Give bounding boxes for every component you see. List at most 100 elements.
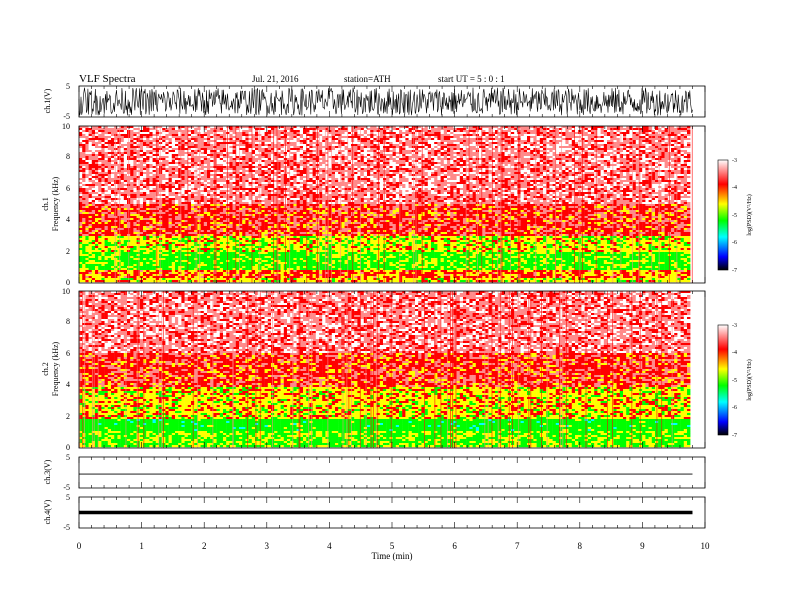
spectrogram-cell — [210, 152, 214, 155]
spectrogram-cell — [271, 166, 275, 169]
spectrogram-cell — [658, 172, 662, 175]
spectrogram-cell — [168, 156, 172, 159]
spectrogram-cell — [197, 148, 201, 151]
spectrogram-cell — [271, 152, 275, 155]
spectrogram-cell — [584, 136, 588, 139]
spectrogram-cell — [114, 132, 118, 135]
spectrogram-cell — [341, 144, 345, 147]
spectrogram-cell — [607, 162, 611, 165]
spectrogram-cell — [152, 164, 156, 167]
spectrogram-cell — [146, 164, 150, 167]
spectrogram-cell — [501, 138, 505, 141]
spectrogram-cell — [427, 174, 432, 177]
spectrogram-cell — [610, 146, 614, 149]
spectrogram-cell — [664, 138, 668, 141]
spectrogram-cell — [287, 132, 291, 135]
spectrogram-cell — [107, 160, 112, 163]
spectrogram-cell — [639, 128, 643, 131]
spectrogram-cell — [658, 144, 662, 147]
spectrogram-cell — [437, 126, 441, 129]
spectrogram-cell — [328, 136, 332, 139]
spectrogram-cell — [459, 148, 464, 151]
spectrogram-cell — [370, 158, 374, 161]
spectrogram-cell — [130, 170, 134, 173]
spectrogram-cell — [456, 136, 460, 139]
spectrogram-cell — [539, 156, 544, 159]
spectrogram-cell — [674, 136, 678, 139]
spectrogram-cell — [456, 138, 460, 141]
spectrogram-cell — [575, 128, 579, 131]
spectrogram-cell — [341, 158, 345, 161]
spectrogram-cell — [149, 158, 153, 161]
spectrogram-cell — [155, 154, 160, 157]
spectrogram-cell — [415, 158, 419, 161]
spectrogram-cell — [111, 138, 115, 141]
spectrogram-cell — [418, 164, 422, 167]
spectrogram-cell — [242, 140, 246, 143]
spectrogram-cell — [239, 158, 243, 161]
spectrogram-cell — [152, 160, 156, 163]
spectrogram-cell — [498, 172, 502, 175]
spectrogram-cell — [418, 134, 422, 137]
spectrogram-cell — [632, 166, 636, 169]
spectrogram-cell — [469, 174, 473, 177]
spectrogram-cell — [498, 146, 502, 149]
spectrogram-cell — [139, 156, 144, 159]
spectrogram-cell — [264, 170, 268, 173]
spectrogram-cell — [130, 134, 134, 137]
spectrogram-cell — [303, 176, 307, 179]
spectrogram-cell — [482, 142, 486, 145]
spectrogram-cell — [216, 162, 220, 165]
spectrogram-cell — [82, 140, 86, 143]
spectrogram-cell — [248, 158, 252, 161]
spectrogram-cell — [584, 134, 588, 137]
spectrogram-cell — [683, 172, 688, 175]
spectrogram-cell — [344, 134, 348, 137]
spectrogram-cell — [581, 148, 585, 151]
spectrogram-cell — [223, 144, 227, 147]
spectrogram-cell — [191, 126, 195, 129]
spectrogram-cell — [555, 160, 560, 163]
spectrogram-cell — [629, 166, 633, 169]
spectrogram-cell — [495, 140, 499, 143]
spectrogram-cell — [575, 132, 579, 135]
spectrogram-cell — [274, 138, 278, 141]
spectrogram-cell — [536, 132, 540, 135]
spectrogram-cell — [687, 126, 691, 129]
spectrogram-cell — [520, 154, 524, 157]
spectrogram-cell — [418, 168, 422, 171]
spectrogram-cell — [568, 144, 572, 147]
spectrogram-cell — [555, 128, 560, 131]
spectrogram-cell — [463, 134, 467, 137]
spectrogram-cell — [335, 144, 339, 147]
spectrogram-cell — [373, 136, 377, 139]
spectrogram-cell — [523, 138, 528, 141]
spectrogram-cell — [114, 178, 118, 181]
spectrogram-cell — [239, 146, 243, 149]
spectrogram-cell — [584, 156, 588, 159]
spectrogram-cell — [267, 158, 272, 161]
spectrogram-cell — [91, 138, 96, 141]
spectrogram-cell — [626, 136, 630, 139]
spectrogram-cell — [581, 170, 585, 173]
spectrogram-cell — [661, 154, 665, 157]
spectrogram-cell — [219, 174, 224, 177]
spectrogram-cell — [229, 132, 233, 135]
spectrogram-cell — [149, 170, 153, 173]
spectrogram-cell — [139, 150, 144, 153]
spectrogram-cell — [395, 148, 400, 151]
spectrogram-cell — [386, 168, 390, 171]
spectrogram-cell — [191, 158, 195, 161]
spectrogram-cell — [357, 174, 361, 177]
spectrogram-cell — [603, 154, 608, 157]
spectrogram-cell — [389, 176, 393, 179]
spectrogram-cell — [309, 154, 313, 157]
spectrogram-cell — [635, 172, 640, 175]
spectrogram-cell — [165, 176, 169, 179]
spectrogram-cell — [469, 134, 473, 137]
spectrogram-cell — [658, 136, 662, 139]
spectrogram-cell — [347, 144, 352, 147]
spectrogram-cell — [175, 132, 179, 135]
spectrogram-cell — [251, 158, 256, 161]
spectrogram-cell — [629, 148, 633, 151]
